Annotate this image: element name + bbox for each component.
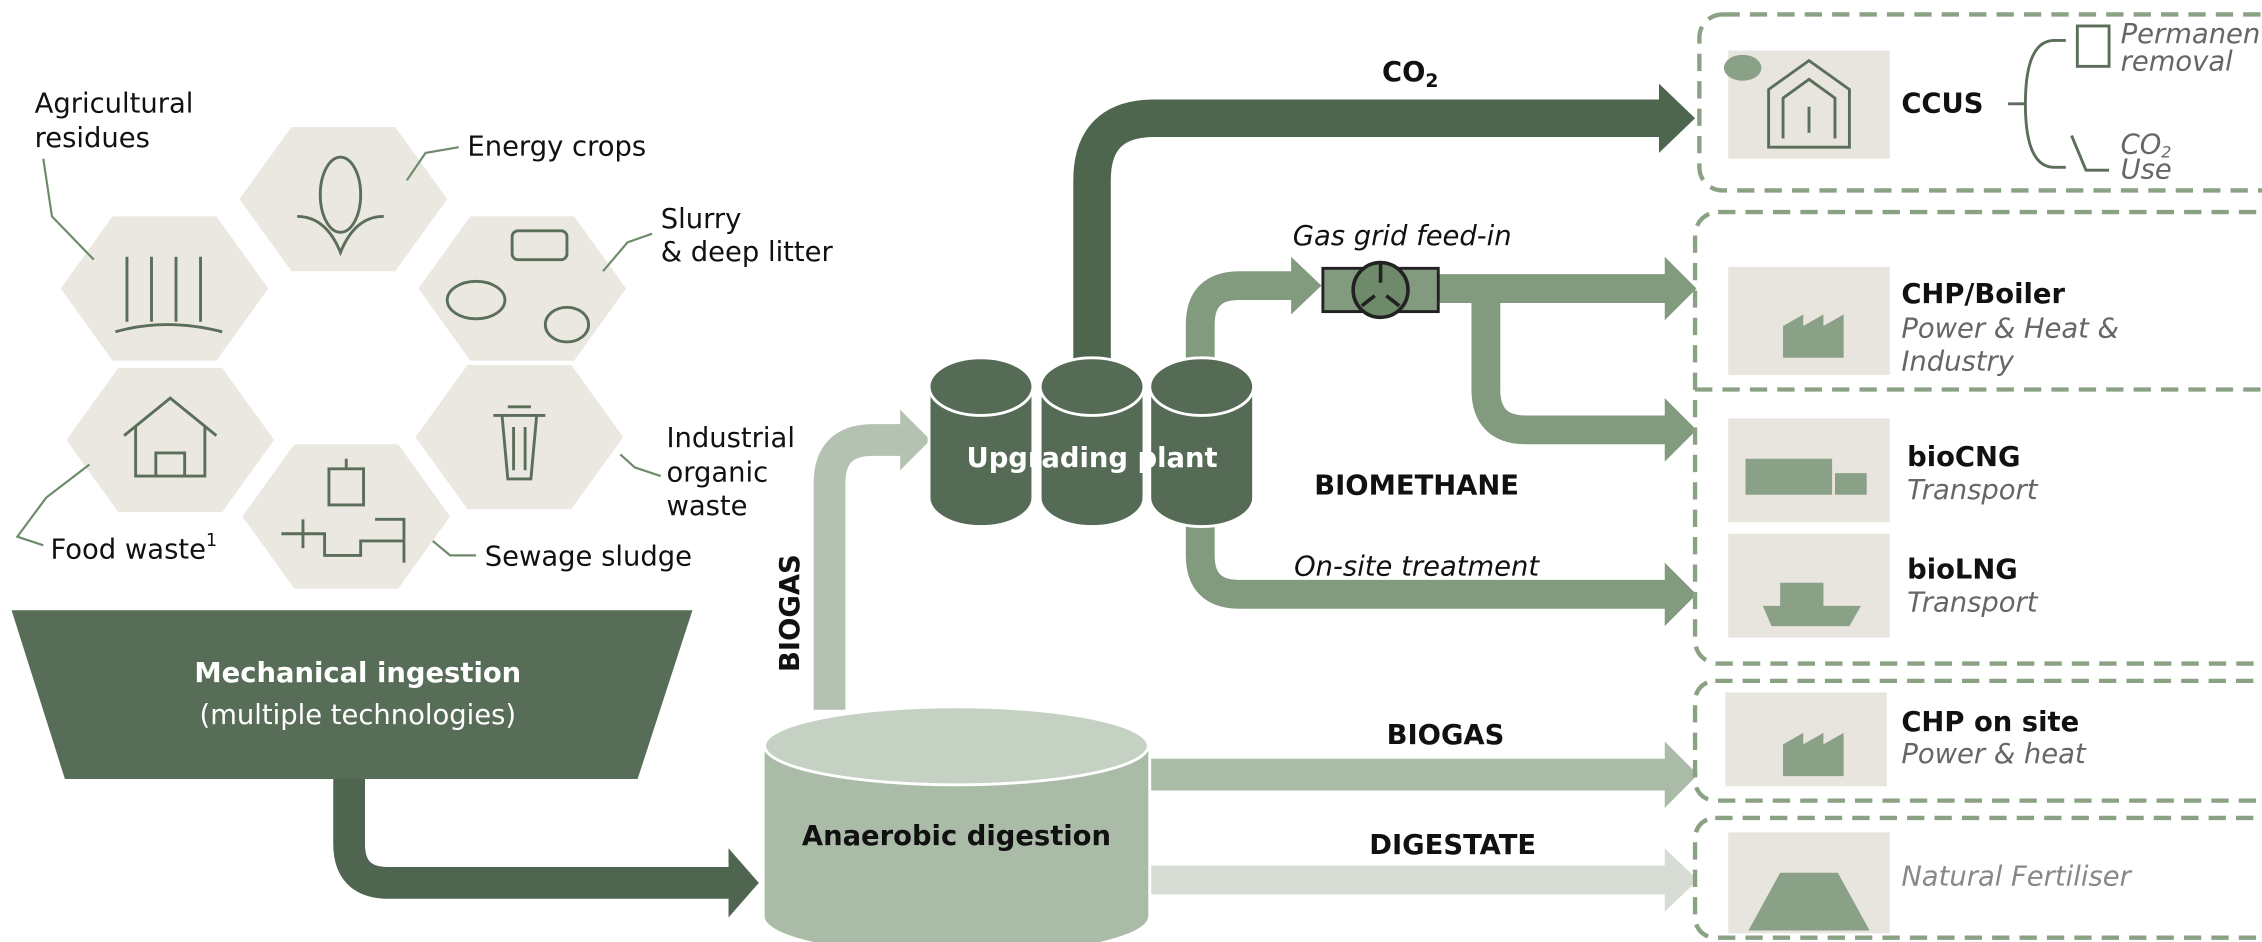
footnote: 1 <box>206 531 217 551</box>
icon-tile <box>1728 267 1890 375</box>
flow-label: On-site treatment <box>1294 551 1540 582</box>
cart-icon <box>2072 136 2110 171</box>
hexagon <box>66 368 274 512</box>
label: Sewage sludge <box>485 541 692 572</box>
bracket <box>2008 40 2066 167</box>
diagram: Agricultural residues Energy crops Slurr… <box>0 0 2262 942</box>
label: organic <box>666 458 768 489</box>
leader-line <box>620 454 660 476</box>
flow-label: DIGESTATE <box>1369 830 1536 861</box>
digester-label: Anaerobic digestion <box>802 821 1111 852</box>
arrowhead <box>729 848 759 917</box>
output-title: CHP/Boiler <box>1901 279 2065 310</box>
output-title: CCUS <box>1901 88 1983 119</box>
tank-top <box>1150 358 1254 416</box>
flow-label: CO2 <box>1382 57 1438 92</box>
factory-icon <box>1783 733 1844 776</box>
arrowhead <box>1665 563 1697 626</box>
output-subtitle: Transport <box>1907 475 2039 506</box>
flow-label: Gas grid feed-in <box>1293 221 1512 252</box>
arrow <box>1200 286 1295 364</box>
flow-label: BIOMETHANE <box>1314 471 1519 502</box>
biomethane-arrows <box>1200 286 1669 595</box>
flow-label: BIOGAS <box>775 554 806 672</box>
subscript: 2 <box>1425 70 1438 91</box>
page: {"feedstocks": {"agricultural_residues":… <box>0 0 2262 942</box>
hexagon <box>415 365 623 509</box>
leader-line <box>433 541 476 555</box>
cloud-icon <box>1724 55 1762 81</box>
document-icon <box>2077 26 2109 66</box>
output-subtitle: Power & Heat & <box>1901 313 2119 344</box>
flow-arrow <box>349 779 733 883</box>
label: Energy crops <box>467 132 646 163</box>
hexagon <box>239 127 447 271</box>
label-text: CO <box>1382 57 1425 88</box>
arrowhead <box>900 410 930 471</box>
arrowhead <box>1665 257 1697 320</box>
label: residues <box>35 123 150 154</box>
arrowhead <box>1291 257 1321 315</box>
arrowhead <box>1659 84 1695 153</box>
label-text: Food waste <box>51 534 206 565</box>
output-title: CHP on site <box>1901 707 2079 738</box>
label: Slurry <box>661 204 742 235</box>
hexagon <box>418 216 626 360</box>
ingestion-subtitle: (multiple technologies) <box>200 700 517 731</box>
output-title: bioLNG <box>1907 554 2018 585</box>
label: Agricultural <box>35 88 194 119</box>
leader-line <box>43 159 93 260</box>
label: & deep litter <box>661 237 834 268</box>
label: Food waste1 <box>51 531 217 565</box>
output-title: Natural Fertiliser <box>1901 862 2132 893</box>
ingestion-title: Mechanical ingestion <box>194 658 521 689</box>
hexagon <box>61 216 269 360</box>
upgrading-plant <box>929 358 1254 527</box>
flow-label: BIOGAS <box>1387 720 1505 751</box>
output-subtitle: Power & heat <box>1901 739 2087 770</box>
biogas-arrow <box>830 440 906 710</box>
feedstock-hexagons <box>61 127 626 589</box>
digester-top <box>765 707 1149 785</box>
label: Industrial <box>666 423 794 454</box>
output-subtitle: Industry <box>1901 347 2014 378</box>
leader-line <box>603 234 652 272</box>
output-note: Permanent <box>2121 19 2262 50</box>
factory-icon <box>1783 314 1844 357</box>
upgrading-label: Upgrading plant <box>966 443 1217 474</box>
tank-top <box>929 358 1033 416</box>
arrowhead <box>1665 398 1697 461</box>
output-subtitle: Transport <box>1907 587 2039 618</box>
output-note: removal <box>2121 47 2234 78</box>
ingestion-funnel <box>12 610 693 779</box>
arrow <box>1486 289 1669 430</box>
label: waste <box>666 491 747 522</box>
valve <box>1323 263 1438 318</box>
output-title: bioCNG <box>1907 442 2020 473</box>
tank-top <box>1040 358 1144 416</box>
output-note: Use <box>2121 155 2172 186</box>
